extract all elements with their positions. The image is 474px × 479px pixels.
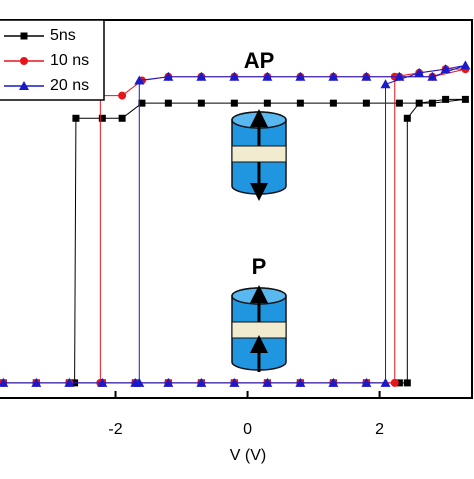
data-point — [118, 91, 127, 100]
data-point — [394, 71, 405, 81]
data-point — [64, 377, 75, 387]
annotation: P — [252, 254, 267, 279]
data-point — [296, 99, 304, 107]
data-point — [229, 377, 240, 387]
data-point — [395, 99, 403, 107]
data-point — [0, 377, 9, 387]
data-point — [72, 114, 80, 122]
data-point — [118, 114, 126, 122]
data-point — [440, 64, 451, 74]
data-point — [415, 99, 423, 107]
data-point — [428, 99, 436, 107]
data-point — [31, 377, 42, 387]
data-point — [390, 378, 399, 387]
data-point — [163, 71, 174, 81]
data-point — [461, 95, 469, 103]
data-point — [361, 71, 372, 81]
x-tick-label: 2 — [375, 421, 384, 438]
data-point — [134, 377, 145, 387]
data-point — [97, 377, 108, 387]
data-point — [262, 71, 273, 81]
data-point — [329, 99, 337, 107]
plot-frame — [0, 19, 473, 399]
data-point — [197, 99, 205, 107]
legend-marker — [20, 32, 28, 40]
data-point — [138, 99, 146, 107]
data-point — [380, 377, 391, 387]
data-point — [361, 377, 372, 387]
data-point — [230, 99, 238, 107]
x-tick-label: -2 — [108, 421, 122, 438]
data-point — [295, 377, 306, 387]
legend-label: 5ns — [50, 27, 76, 44]
legend-label: 10 ns — [50, 52, 89, 69]
data-point — [403, 379, 411, 387]
data-point — [362, 99, 370, 107]
annotation: AP — [244, 48, 275, 73]
data-point — [442, 95, 450, 103]
data-point — [229, 71, 240, 81]
p-device — [231, 285, 287, 372]
data-point — [328, 71, 339, 81]
legend-marker — [19, 81, 29, 90]
data-point — [427, 71, 438, 81]
data-point — [163, 377, 174, 387]
ap-device — [231, 109, 287, 201]
legend: 5ns 10 ns 20 ns — [0, 19, 105, 101]
data-point — [196, 377, 207, 387]
legend-marker — [20, 57, 28, 65]
data-point — [328, 377, 339, 387]
data-point — [414, 67, 425, 77]
data-point — [263, 99, 271, 107]
data-point — [134, 75, 145, 85]
data-point — [403, 114, 411, 122]
plot-area: -2 0 2 — [0, 19, 473, 438]
legend-label: 20 ns — [50, 77, 89, 94]
x-axis-label: V (V) — [230, 447, 266, 464]
data-point — [395, 379, 403, 387]
data-point — [262, 377, 273, 387]
data-point — [98, 114, 106, 122]
data-point — [295, 71, 306, 81]
data-point — [460, 60, 471, 70]
x-tick-label: 0 — [243, 421, 252, 438]
data-point — [196, 71, 207, 81]
data-point — [164, 99, 172, 107]
data-point — [380, 79, 391, 89]
